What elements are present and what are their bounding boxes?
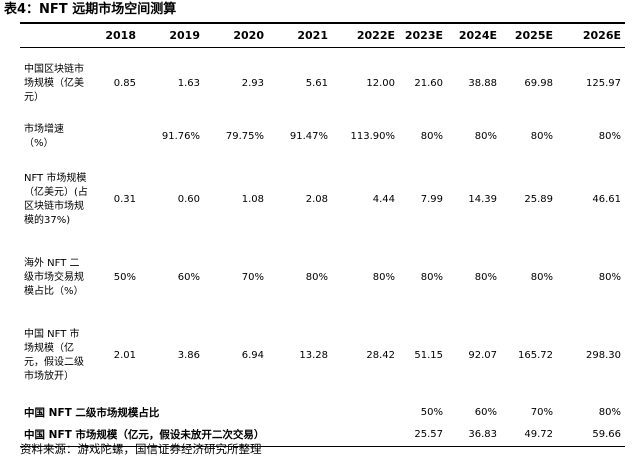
table-cell: 165.72 [518,349,553,361]
table-cell: 0.60 [177,193,200,205]
table-cell: 6.94 [241,349,264,361]
table-cell: 1.08 [241,193,264,205]
row-label: NFT 市场规模（亿美元）(占区块链市场规模的37%) [24,172,88,226]
table-cell: 60% [177,271,200,283]
table-cell: 0.85 [113,77,136,89]
header-cell: 2020 [204,22,268,48]
summary-label: 中国 NFT 市场规模（亿元，假设未放开二次交易） [20,423,399,447]
table-cell: 125.97 [586,77,621,89]
table-cell: 113.90% [350,130,396,142]
table-cell: 21.60 [414,77,443,89]
header-cell [20,22,88,48]
table-title: 表4：NFT 远期市场空间测算 [4,2,177,17]
table-row: 中国区块链市场规模（亿美元） 0.85 1.63 2.93 5.61 12.00… [20,48,625,120]
header-cell: 2026E [557,22,625,48]
table-cell: 2.01 [113,349,136,361]
table-cell: 79.75% [225,130,264,142]
table-cell: 80% [372,271,395,283]
table-cell: 38.88 [468,77,497,89]
table-cell: 80% [474,130,497,142]
table-cell: 80% [530,271,553,283]
header-cell: 2023E [399,22,447,48]
table-cell: 2.93 [241,77,264,89]
table-cell: 28.42 [366,349,395,361]
table-cell: 3.86 [177,349,200,361]
table-cell: 80% [420,271,443,283]
table-cell: 80% [598,130,621,142]
header-cell: 2018 [88,22,140,48]
table-cell: 12.00 [366,77,395,89]
market-space-table: 2018 2019 2020 2021 2022E 2023E 2024E 20… [20,22,625,447]
table-cell: 91.76% [161,130,200,142]
table-cell: 7.99 [420,193,443,205]
row-label: 中国区块链市场规模（亿美元） [24,63,84,103]
table-cell: 70% [530,406,553,418]
table-cell: 59.66 [557,423,625,447]
table-cell: 25.57 [399,423,447,447]
table-cell: 60% [474,406,497,418]
table-cell: 5.61 [305,77,328,89]
header-cell: 2024E [447,22,501,48]
table-cell: 70% [241,271,264,283]
table-cell: 80% [474,271,497,283]
table-row: 中国 NFT 市场规模（亿元，假设二级市场放开） 2.01 3.86 6.94 … [20,310,625,402]
table-cell: 80% [305,271,328,283]
table-cell: 80% [420,130,443,142]
summary-label: 中国 NFT 二级市场规模占比 [24,406,160,419]
row-label: 市场增速（%） [24,123,64,149]
table-cell: 14.39 [468,193,497,205]
header-cell: 2019 [140,22,204,48]
table-row: 市场增速（%） 91.76% 79.75% 91.47% 113.90% 80%… [20,120,625,154]
source-note: 资料来源：游戏陀螺，国信证券经济研究所整理 [20,442,262,456]
row-label: 中国 NFT 市场规模（亿元，假设二级市场放开） [24,328,84,382]
table-cell: 50% [420,406,443,418]
header-cell: 2022E [332,22,399,48]
table-cell [88,120,140,154]
table-row: NFT 市场规模（亿美元）(占区块链市场规模的37%) 0.31 0.60 1.… [20,154,625,246]
table-cell: 1.63 [177,77,200,89]
table-cell: 80% [598,406,621,418]
row-label: 海外 NFT 二级市场交易规模占比（%） [24,257,84,297]
table-cell: 49.72 [501,423,557,447]
header-row: 2018 2019 2020 2021 2022E 2023E 2024E 20… [20,22,625,48]
table-cell: 4.44 [372,193,395,205]
table-cell: 80% [598,271,621,283]
table-cell: 80% [530,130,553,142]
header-cell: 2025E [501,22,557,48]
table-cell: 13.28 [299,349,328,361]
table-cell: 50% [113,271,136,283]
table-cell: 25.89 [524,193,553,205]
table-cell: 92.07 [468,349,497,361]
summary-row: 中国 NFT 市场规模（亿元，假设未放开二次交易） 25.57 36.83 49… [20,423,625,447]
table-cell: 46.61 [592,193,621,205]
table-cell: 0.31 [113,193,136,205]
table-cell: 51.15 [414,349,443,361]
table-cell: 69.98 [524,77,553,89]
table-cell: 2.08 [305,193,328,205]
table-cell: 36.83 [447,423,501,447]
summary-row: 中国 NFT 二级市场规模占比 50% 60% 70% 80% [20,402,625,424]
header-cell: 2021 [268,22,332,48]
table-cell: 298.30 [586,349,621,361]
table-row: 海外 NFT 二级市场交易规模占比（%） 50% 60% 70% 80% 80%… [20,246,625,310]
table-cell: 91.47% [289,130,328,142]
